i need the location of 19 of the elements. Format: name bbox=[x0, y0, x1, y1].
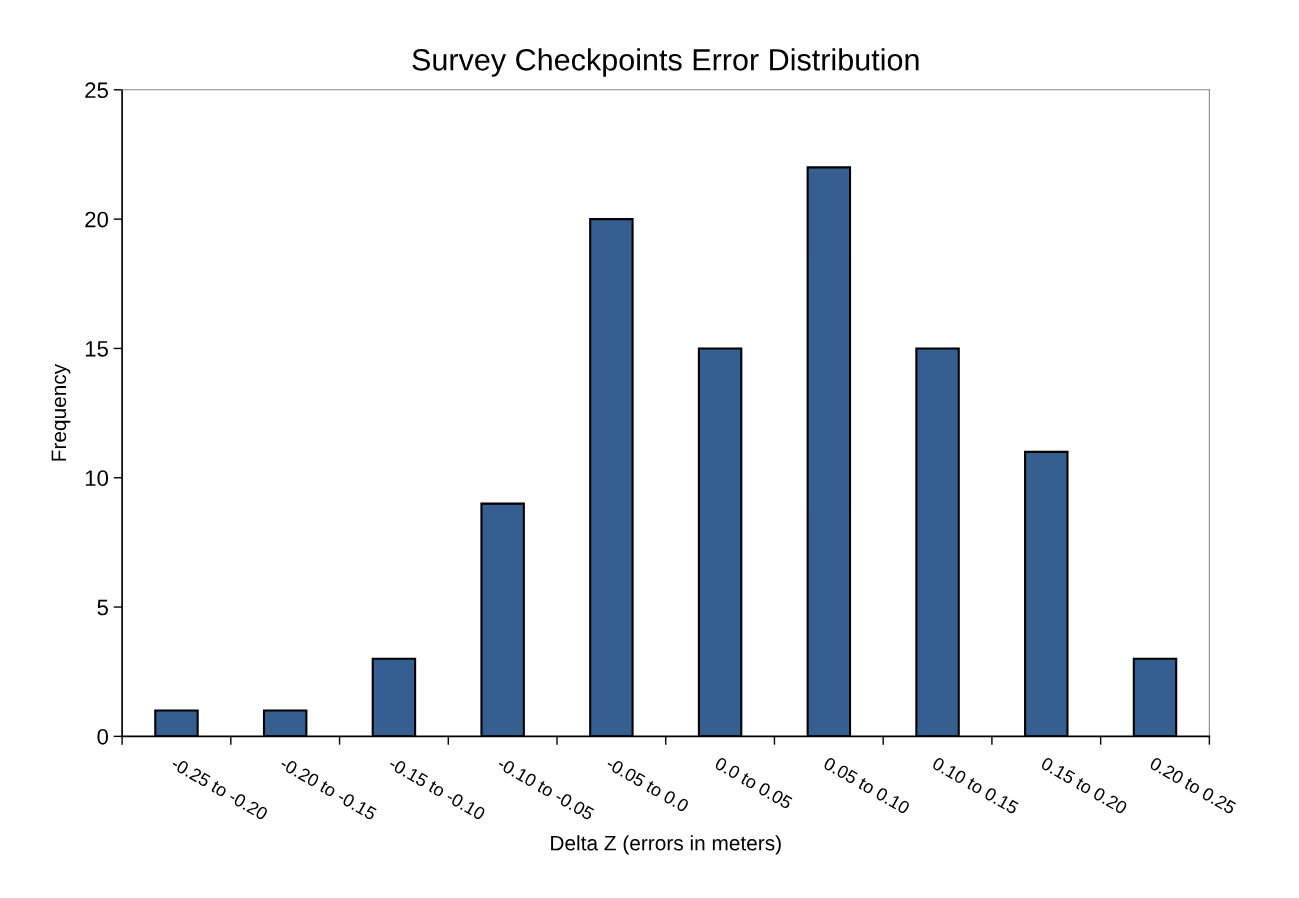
x-tick-label: -0.15 to -0.10 bbox=[387, 756, 487, 821]
x-tick-label: 0.10 to 0.15 bbox=[931, 756, 1020, 815]
x-tick-label: -0.10 to -0.05 bbox=[496, 756, 595, 821]
x-tick-label: 0.05 to 0.10 bbox=[822, 756, 911, 815]
x-tick-label: 0.0 to 0.05 bbox=[714, 756, 794, 810]
y-axis-title: Frequency bbox=[51, 363, 71, 461]
y-tick-label: 25 bbox=[85, 82, 108, 99]
x-tick-label: 0.20 to 0.25 bbox=[1148, 756, 1237, 815]
y-tick-label: 15 bbox=[85, 341, 108, 357]
y-tick-label: 5 bbox=[97, 599, 108, 616]
chart-title: Survey Checkpoints Error Distribution bbox=[412, 48, 919, 77]
x-tick-label: -0.20 to -0.15 bbox=[279, 756, 378, 821]
x-tick-label: -0.25 to -0.20 bbox=[170, 756, 269, 821]
y-tick-label: 20 bbox=[85, 211, 109, 228]
y-tick-label: 10 bbox=[85, 470, 109, 487]
y-tick-label: 0 bbox=[97, 728, 109, 745]
x-tick-label: -0.05 to 0.0 bbox=[605, 756, 690, 813]
x-axis-title: Delta Z (errors in meters) bbox=[551, 835, 781, 855]
x-tick-label: 0.15 to 0.20 bbox=[1040, 756, 1129, 815]
